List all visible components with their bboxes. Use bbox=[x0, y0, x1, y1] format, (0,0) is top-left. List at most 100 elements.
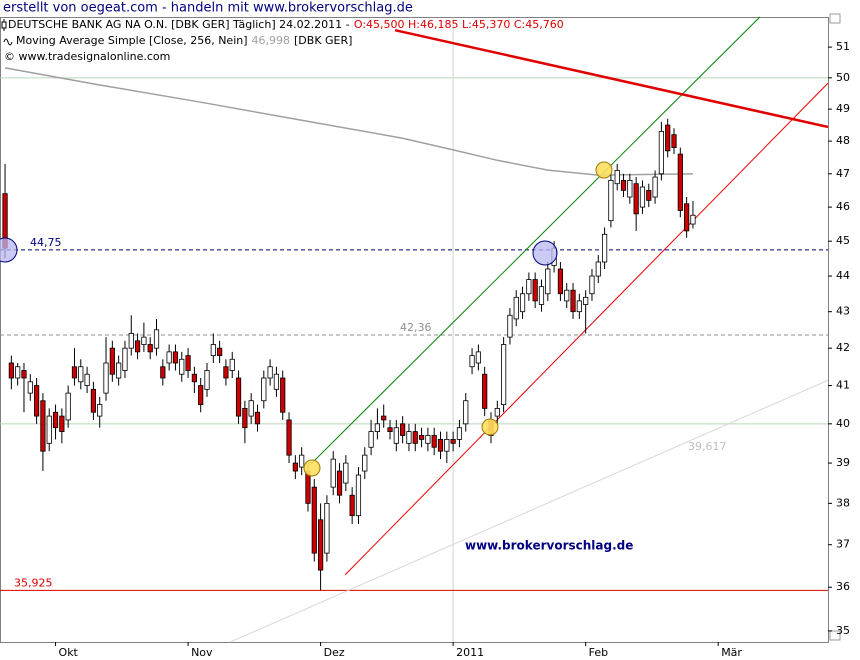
candle-body bbox=[84, 373, 90, 386]
candle-body bbox=[311, 486, 317, 554]
candle-body bbox=[583, 296, 589, 305]
marker-circle bbox=[303, 459, 321, 477]
candle-body bbox=[103, 362, 109, 394]
candle-body bbox=[267, 366, 273, 379]
candle-body bbox=[658, 131, 664, 175]
level-label: 44,75 bbox=[30, 236, 62, 249]
candle-body bbox=[545, 268, 551, 295]
y-tick-label: 50 bbox=[836, 71, 850, 84]
candle-body bbox=[198, 385, 204, 405]
candle-body bbox=[400, 423, 406, 436]
legend-line: Moving Average Simple [Close, 256, Nein]… bbox=[16, 34, 352, 47]
candle-body bbox=[317, 519, 324, 571]
y-tick-label: 48 bbox=[836, 134, 850, 147]
legend-ma-suffix: [DBK GER] bbox=[294, 34, 352, 47]
candle-body bbox=[456, 427, 463, 440]
x-tick-label: 2011 bbox=[456, 646, 484, 659]
candle-body bbox=[513, 296, 519, 320]
candle-body bbox=[330, 458, 336, 488]
candle-body bbox=[122, 347, 128, 371]
candle-body bbox=[425, 435, 431, 444]
candle-body bbox=[627, 179, 633, 198]
candle-body bbox=[557, 268, 564, 295]
scroll-icon[interactable] bbox=[829, 630, 841, 641]
candle-body bbox=[90, 388, 97, 413]
candle-body bbox=[677, 153, 683, 211]
candle-body bbox=[204, 370, 210, 390]
trendline bbox=[394, 28, 829, 129]
level-label: 42,36 bbox=[400, 321, 432, 334]
level-label: 35,925 bbox=[14, 576, 53, 589]
y-tick-label: 38 bbox=[836, 496, 850, 509]
candle-body bbox=[292, 462, 298, 472]
candle-body bbox=[684, 203, 690, 232]
candle-body bbox=[273, 373, 280, 390]
candle-body bbox=[355, 474, 362, 517]
candle-body bbox=[15, 366, 21, 379]
candle-body bbox=[52, 411, 59, 429]
scroll-icon[interactable] bbox=[829, 13, 841, 24]
candle-body bbox=[507, 314, 513, 338]
y-tick-label: 36 bbox=[836, 580, 850, 593]
y-tick-label: 49 bbox=[836, 102, 850, 115]
candle-body bbox=[8, 362, 14, 379]
candle-body bbox=[614, 170, 620, 185]
candle-body bbox=[229, 358, 235, 371]
candle-body bbox=[570, 289, 576, 313]
candle-body bbox=[387, 427, 393, 433]
candle-body bbox=[217, 347, 223, 356]
candle-body bbox=[242, 407, 248, 429]
candle-body bbox=[223, 366, 229, 379]
x-tick-label: Dez bbox=[324, 646, 345, 659]
candle-body bbox=[97, 404, 103, 417]
candle-body bbox=[671, 134, 677, 148]
y-tick-label: 42 bbox=[836, 341, 850, 354]
candle-body bbox=[564, 289, 570, 302]
candle-body bbox=[34, 385, 40, 417]
candle-body bbox=[65, 392, 71, 421]
y-tick-label: 40 bbox=[836, 417, 850, 430]
candle-body bbox=[21, 370, 27, 379]
candle-body bbox=[463, 400, 469, 425]
y-tick-label: 35 bbox=[836, 624, 850, 637]
candle-body bbox=[620, 179, 627, 191]
candle-body bbox=[147, 344, 153, 353]
candle-body bbox=[128, 333, 134, 349]
legend-instrument: DEUTSCHE BANK AG NA O.N. [DBK GER] Tägli… bbox=[8, 18, 350, 31]
y-tick-label: 44 bbox=[836, 269, 850, 282]
candle-body bbox=[538, 286, 545, 305]
candle-body bbox=[469, 355, 475, 368]
candle-body bbox=[261, 377, 267, 402]
x-tick-label: Okt bbox=[59, 646, 79, 659]
candle-body bbox=[595, 261, 601, 277]
candle-body bbox=[160, 366, 166, 379]
candle-body bbox=[134, 340, 141, 353]
candle-body bbox=[343, 462, 349, 484]
candle-body bbox=[450, 439, 456, 444]
candle-body bbox=[191, 373, 197, 383]
candle-body bbox=[652, 176, 658, 198]
legend-line: DEUTSCHE BANK AG NA O.N. [DBK GER] Tägli… bbox=[8, 18, 564, 31]
candle-body bbox=[608, 179, 614, 222]
marker-circle bbox=[481, 418, 499, 436]
candle-body bbox=[381, 415, 387, 421]
plot-area: 44,75 42,36 35,925 bbox=[0, 16, 829, 643]
candle-body bbox=[589, 275, 595, 295]
candle-body bbox=[336, 470, 343, 496]
trendline bbox=[309, 16, 761, 466]
y-tick-label: 43 bbox=[836, 305, 850, 318]
trendline bbox=[230, 379, 829, 643]
legend-ma-value: 46,998 bbox=[252, 34, 291, 47]
candle-body bbox=[141, 336, 147, 345]
candle-body bbox=[248, 400, 254, 417]
candle-body bbox=[639, 186, 646, 208]
candle-body bbox=[185, 355, 191, 371]
candle-body bbox=[393, 427, 399, 444]
candle-body bbox=[116, 362, 122, 379]
candle-icon bbox=[1, 21, 7, 29]
candle-body bbox=[286, 419, 292, 456]
candle-body bbox=[665, 124, 671, 152]
candle-body bbox=[406, 431, 412, 444]
y-tick-label: 51 bbox=[836, 40, 850, 53]
